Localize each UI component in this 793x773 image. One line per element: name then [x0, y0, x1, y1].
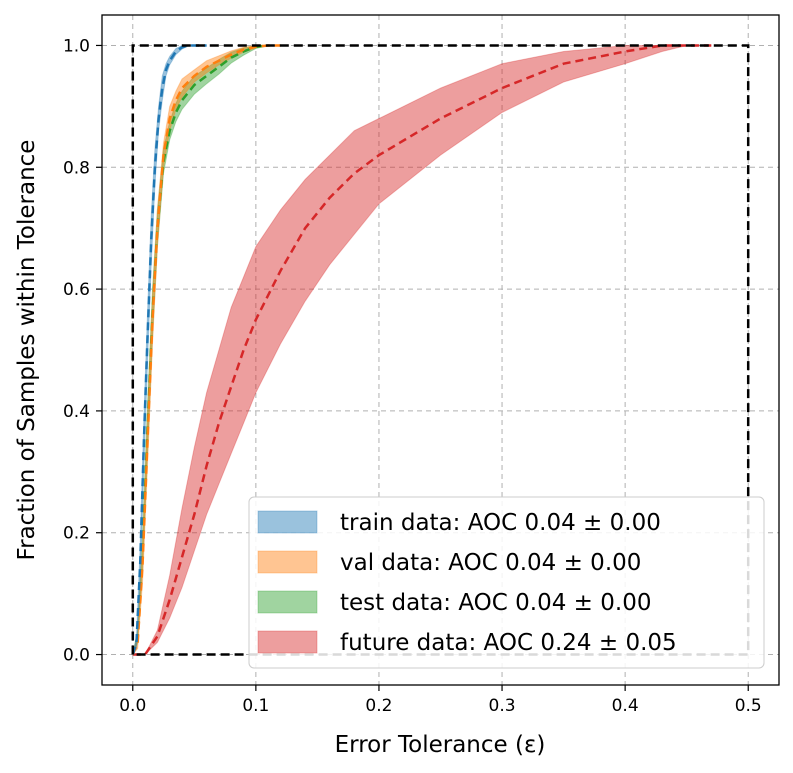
- y-tick-label: 0.4: [63, 402, 90, 422]
- legend-entry: val data: AOC 0.04 ± 0.00: [340, 550, 641, 576]
- y-axis-ticks: 0.0 0.2 0.4 0.6 0.8 1.0: [63, 36, 102, 666]
- legend-frame: [248, 496, 765, 669]
- x-tick-label: 0.0: [119, 696, 146, 716]
- x-axis-label: Error Tolerance (ε): [335, 732, 546, 758]
- x-tick-label: 0.2: [365, 696, 392, 716]
- series-line-1: [131, 44, 281, 655]
- y-tick-label: 1.0: [63, 36, 90, 56]
- legend-swatch: [257, 630, 318, 654]
- legend-entry: test data: AOC 0.04 ± 0.00: [340, 590, 651, 616]
- legend-swatch: [257, 510, 318, 534]
- plot-frame: [101, 14, 780, 686]
- legend-entry: train data: AOC 0.04 ± 0.00: [340, 510, 661, 536]
- x-tick-label: 0.1: [242, 696, 269, 716]
- series-line-3: [132, 44, 712, 656]
- x-axis-ticks: 0.0 0.1 0.2 0.3 0.4 0.5: [119, 685, 762, 716]
- x-tick-label: 0.5: [735, 696, 762, 716]
- x-tick-label: 0.4: [612, 696, 639, 716]
- legend: train data: AOC 0.04 ± 0.00 val data: AOC…: [248, 496, 765, 669]
- y-tick-label: 0.2: [63, 524, 90, 544]
- legend-swatch: [257, 590, 318, 614]
- series-band-3: [132, 45, 712, 655]
- y-axis-label: Fraction of Samples within Tolerance: [14, 140, 40, 561]
- legend-entry: future data: AOC 0.24 ± 0.05: [340, 630, 677, 656]
- x-tick-label: 0.3: [489, 696, 516, 716]
- y-tick-label: 0.8: [63, 158, 90, 178]
- legend-swatch: [257, 550, 318, 574]
- y-tick-label: 0.6: [63, 280, 90, 300]
- y-tick-label: 0.0: [63, 646, 90, 666]
